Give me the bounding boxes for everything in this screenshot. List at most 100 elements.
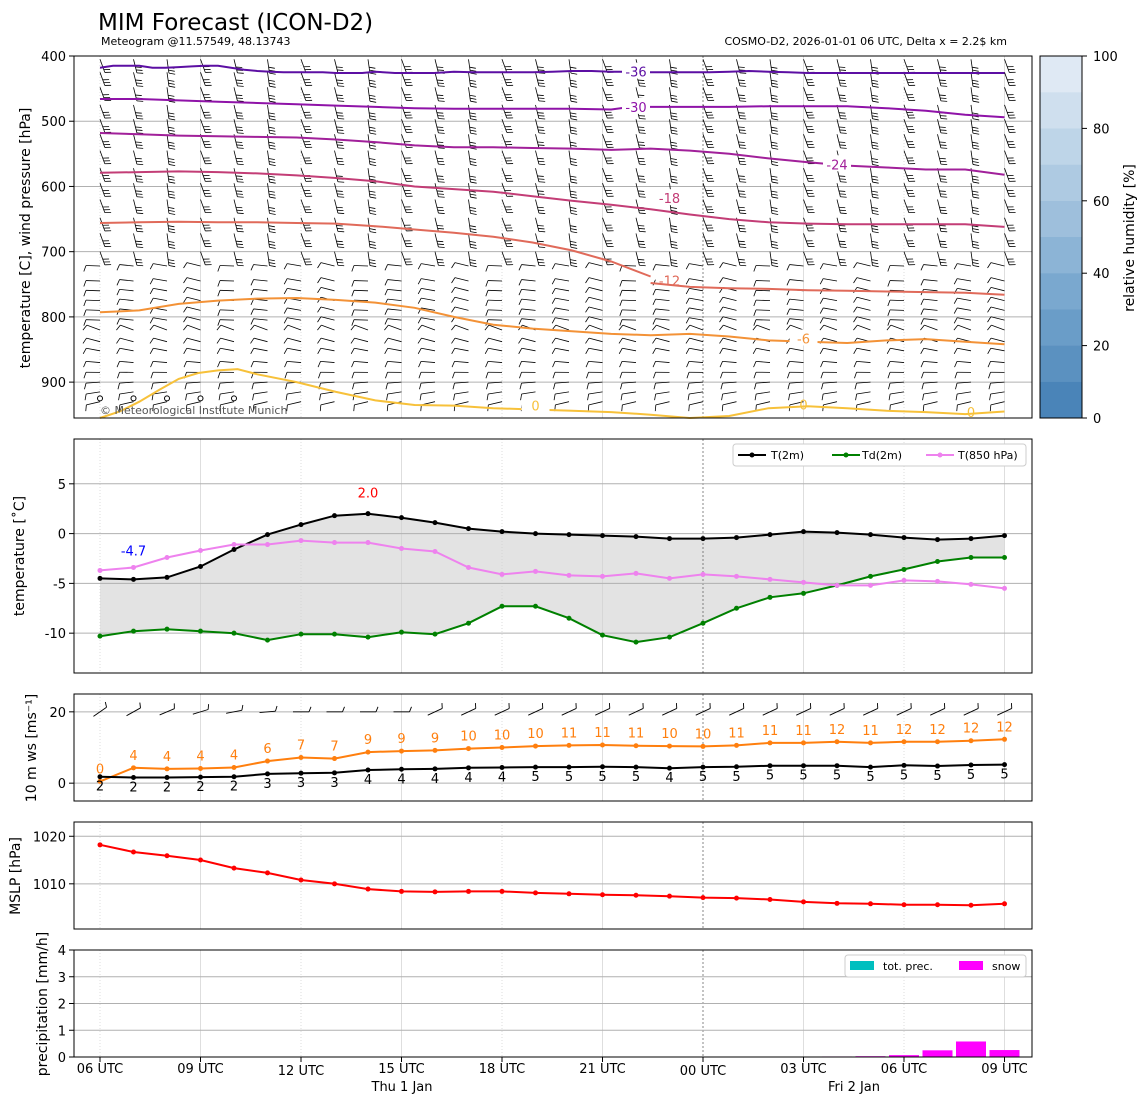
wind-barb-flag bbox=[83, 361, 87, 368]
wind-barb-shaft bbox=[957, 297, 972, 301]
wind-barb-shaft bbox=[99, 134, 106, 148]
wind-barb-shaft bbox=[434, 168, 439, 182]
wind-barb-flag bbox=[1008, 160, 1015, 162]
wind-barb bbox=[652, 360, 670, 368]
wind-barb-flag bbox=[940, 69, 947, 71]
wind-barb-flag bbox=[168, 262, 175, 265]
mean-wind-label: 3 bbox=[297, 776, 305, 791]
wind-barb-shaft bbox=[334, 72, 339, 86]
wind-barb-flag bbox=[739, 118, 747, 120]
wind-barb-flag bbox=[719, 316, 724, 323]
wind-barb bbox=[619, 360, 637, 368]
wind-barb-shaft bbox=[803, 251, 809, 265]
wind-barb bbox=[200, 217, 212, 232]
wind-barb-shaft bbox=[655, 401, 670, 406]
wind-barb-flag bbox=[102, 94, 110, 96]
wind-barb-flag bbox=[839, 115, 846, 117]
wind-barb bbox=[568, 233, 578, 249]
wind-barb-shaft bbox=[1004, 233, 1010, 247]
wind-barb bbox=[819, 278, 838, 285]
wind-barb-flag bbox=[505, 129, 513, 131]
wind-barb-flag bbox=[670, 225, 677, 228]
mslp-point bbox=[935, 902, 940, 908]
wind-barb-flag bbox=[752, 348, 757, 355]
wind-barb-flag bbox=[987, 306, 992, 313]
wind-barb-flag bbox=[217, 319, 221, 326]
wind-barb-flag bbox=[337, 118, 345, 120]
wind-barb bbox=[166, 233, 176, 249]
wind-barb bbox=[721, 401, 737, 412]
wind-barb-flag bbox=[705, 66, 713, 68]
wind-barb bbox=[149, 287, 168, 295]
wind-barb-flag bbox=[987, 277, 992, 284]
wind-barb-flag bbox=[369, 181, 377, 184]
wind-barb-flag bbox=[505, 177, 513, 179]
wind-barb-shaft bbox=[602, 233, 608, 247]
wind-barb-flag bbox=[369, 243, 376, 246]
wind-barb-flag bbox=[149, 297, 154, 304]
wind-barb-flag bbox=[607, 131, 614, 133]
wind-barb-flag bbox=[104, 99, 112, 101]
wind-barb-flag bbox=[871, 82, 879, 85]
wind-barb-shaft bbox=[970, 150, 974, 165]
wind-barb-shaft bbox=[267, 150, 270, 165]
td2m-point bbox=[231, 630, 237, 636]
mean-wind-label: 5 bbox=[900, 768, 908, 783]
wind-barb-flag bbox=[469, 94, 476, 97]
wind-barb-shaft bbox=[454, 296, 469, 301]
wind-barb bbox=[803, 251, 815, 266]
wind-barb bbox=[819, 317, 838, 324]
wind-barb-flag bbox=[236, 115, 243, 117]
wind-barb-flag bbox=[506, 230, 514, 232]
wind-barb-flag bbox=[570, 228, 577, 231]
wind-barb-flag bbox=[317, 316, 322, 323]
wind-barb-flag bbox=[653, 383, 656, 390]
wind-barb bbox=[669, 87, 678, 103]
wind-barb-flag bbox=[168, 228, 175, 231]
wind-barb-flag bbox=[605, 224, 612, 226]
wind-barb-flag bbox=[250, 308, 254, 315]
wind-barb-flag bbox=[670, 243, 678, 246]
wind-barb-flag bbox=[771, 161, 778, 164]
wind-barb-flag bbox=[953, 263, 958, 270]
wind-barb-shaft bbox=[468, 217, 471, 232]
wind-barb bbox=[620, 381, 637, 390]
mslp-point bbox=[499, 888, 505, 894]
isotherm-label-bg bbox=[655, 189, 684, 206]
wind-barb bbox=[903, 72, 916, 86]
wind-barb-flag bbox=[337, 261, 344, 264]
wind-barb-shaft bbox=[166, 134, 170, 149]
wind-barb-flag bbox=[237, 246, 244, 248]
wind-barb-flag bbox=[303, 111, 311, 113]
wind-barb bbox=[468, 87, 477, 103]
wind-barb-flag bbox=[406, 230, 413, 232]
wind-barb-shaft bbox=[689, 324, 704, 331]
wind-barb-flag bbox=[920, 279, 924, 286]
wind-barb-flag bbox=[417, 337, 422, 344]
wind-barb-shaft bbox=[937, 251, 942, 266]
wind-barb bbox=[635, 183, 646, 198]
gust-point bbox=[633, 743, 639, 749]
wind-barb bbox=[1004, 150, 1016, 165]
wind-barb-shaft bbox=[756, 381, 771, 384]
wind-barb bbox=[602, 150, 614, 165]
wind-barb-shaft bbox=[595, 708, 610, 716]
wind-barb bbox=[870, 72, 879, 88]
wind-barb bbox=[384, 337, 402, 344]
wind-barb-flag bbox=[438, 212, 445, 214]
wind-barb-flag bbox=[235, 157, 243, 160]
wind-barb-flag bbox=[671, 246, 678, 249]
wind-barb-flag bbox=[706, 227, 714, 229]
wind-barb-shaft bbox=[689, 278, 704, 282]
wind-barb-flag bbox=[1007, 258, 1014, 260]
wind-barb-flag bbox=[518, 289, 522, 296]
wind-barb bbox=[82, 337, 101, 344]
wind-barb-flag bbox=[570, 100, 578, 103]
wind-barb-shaft bbox=[963, 708, 979, 716]
isotherm-line bbox=[99, 368, 1005, 420]
wind-barb-flag bbox=[910, 703, 912, 709]
wind-barb-shaft bbox=[937, 183, 942, 197]
wind-barb-shaft bbox=[454, 360, 469, 363]
wind-barb-shaft bbox=[669, 119, 672, 134]
wind-barb-flag bbox=[235, 126, 243, 128]
